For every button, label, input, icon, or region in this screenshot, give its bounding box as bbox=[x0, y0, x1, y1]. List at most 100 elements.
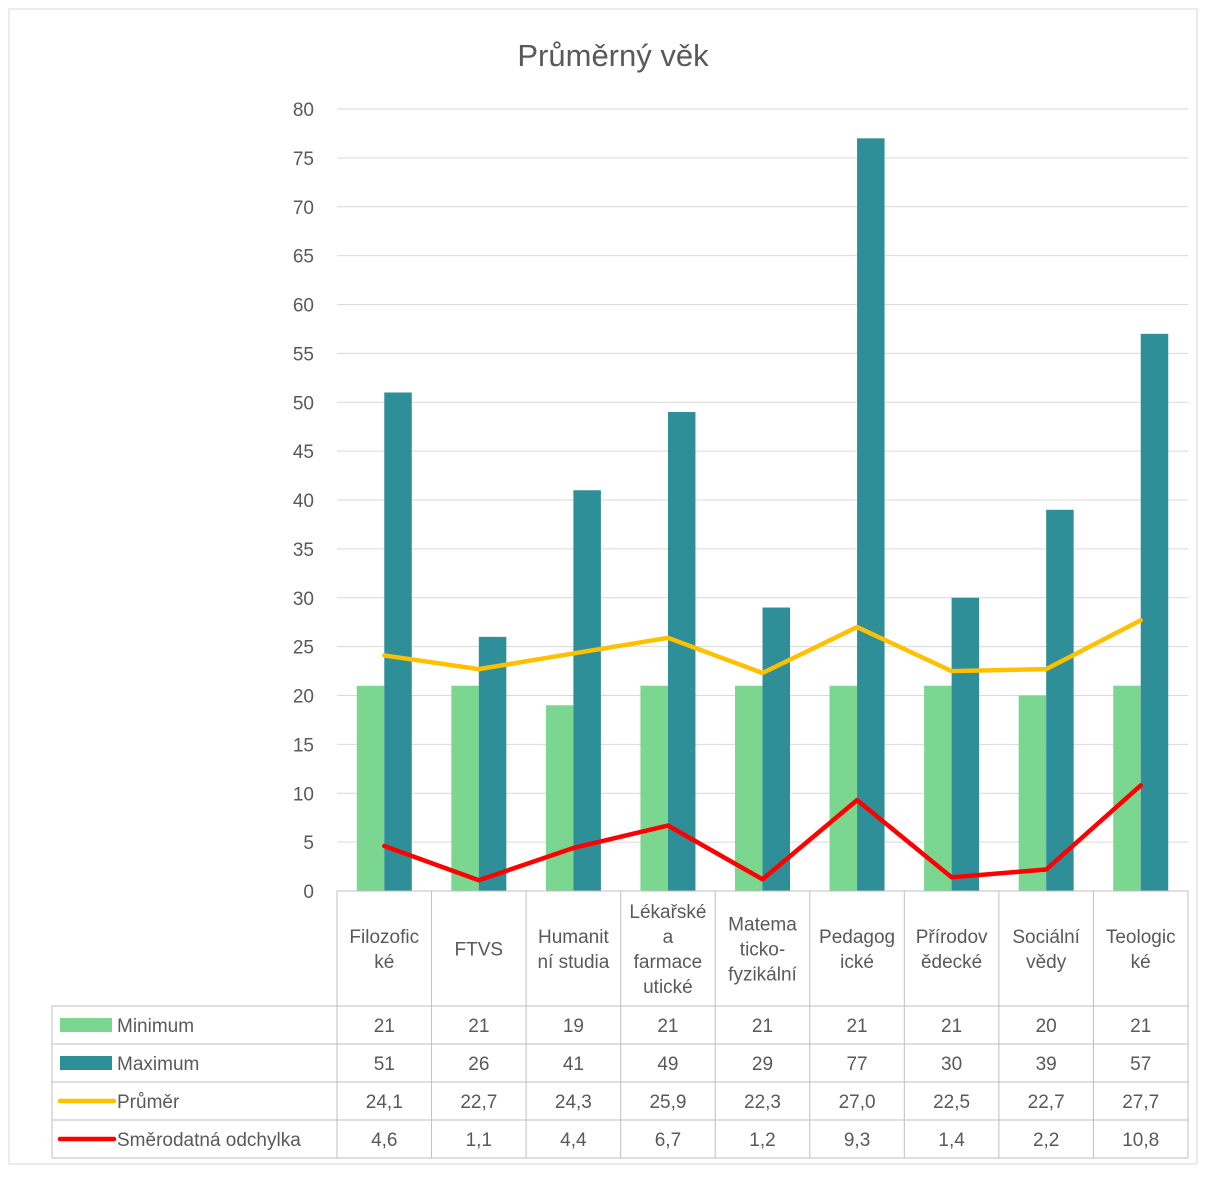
category-label: Sociální bbox=[1012, 927, 1080, 948]
bar-maximum bbox=[667, 412, 696, 891]
category-label: ické bbox=[840, 952, 874, 973]
y-tick-label: 10 bbox=[293, 784, 314, 805]
category-label: ticko- bbox=[740, 940, 785, 961]
data-label: 6,7 bbox=[655, 1130, 681, 1151]
y-tick-label: 70 bbox=[293, 198, 314, 219]
legend-label: Minimum bbox=[117, 1016, 194, 1037]
y-tick-label: 5 bbox=[303, 833, 314, 854]
category-label: ní studia bbox=[537, 952, 609, 973]
data-label: 22,7 bbox=[1028, 1092, 1065, 1113]
bar-maximum bbox=[384, 392, 412, 891]
data-label: 51 bbox=[374, 1054, 395, 1075]
data-label: 4,6 bbox=[371, 1130, 397, 1151]
data-label: 22,5 bbox=[933, 1092, 970, 1113]
data-label: 30 bbox=[941, 1054, 962, 1075]
bar-maximum bbox=[573, 490, 601, 891]
y-tick-label: 50 bbox=[293, 393, 314, 414]
data-label: 19 bbox=[563, 1016, 584, 1037]
category-label: ké bbox=[374, 952, 394, 973]
y-tick-label: 25 bbox=[293, 638, 314, 659]
data-label: 21 bbox=[657, 1016, 678, 1037]
y-tick-label: 20 bbox=[293, 687, 314, 708]
lines bbox=[382, 617, 1143, 883]
category-label: Teologic bbox=[1106, 927, 1176, 948]
legend-label: Maximum bbox=[117, 1054, 199, 1075]
data-label: 77 bbox=[846, 1054, 867, 1075]
data-label: 21 bbox=[468, 1016, 489, 1037]
data-label: 20 bbox=[1036, 1016, 1057, 1037]
category-label: Humanit bbox=[538, 927, 609, 948]
bar-maximum bbox=[857, 138, 885, 891]
category-label: ké bbox=[1131, 952, 1151, 973]
data-label: 21 bbox=[941, 1016, 962, 1037]
data-label: 21 bbox=[752, 1016, 773, 1037]
category-label: vědy bbox=[1026, 952, 1067, 973]
bar-minimum bbox=[451, 685, 479, 891]
data-label: 22,7 bbox=[460, 1092, 497, 1113]
data-label: 2,2 bbox=[1033, 1130, 1059, 1151]
category-label: Filozofic bbox=[349, 927, 419, 948]
chart-title: Průměrný věk bbox=[517, 38, 709, 73]
data-label: 24,3 bbox=[555, 1092, 592, 1113]
y-tick-label: 15 bbox=[293, 735, 314, 756]
bar-minimum bbox=[356, 685, 385, 891]
category-label: fyzikální bbox=[728, 965, 797, 986]
data-label: 21 bbox=[1130, 1016, 1151, 1037]
legend-label: Směrodatná odchylka bbox=[117, 1130, 301, 1151]
bar-minimum bbox=[1018, 695, 1047, 891]
data-label: 29 bbox=[752, 1054, 773, 1075]
data-label: 22,3 bbox=[744, 1092, 781, 1113]
category-label: ědecké bbox=[921, 952, 982, 973]
y-tick-label: 80 bbox=[293, 100, 314, 121]
y-tick-label: 35 bbox=[293, 540, 314, 561]
y-tick-label: 55 bbox=[293, 344, 314, 365]
y-tick-label: 65 bbox=[293, 247, 314, 268]
bar-maximum bbox=[1140, 333, 1169, 891]
category-label: utické bbox=[643, 977, 693, 998]
bar-maximum bbox=[1046, 509, 1074, 891]
data-label: 21 bbox=[846, 1016, 867, 1037]
data-label: 21 bbox=[374, 1016, 395, 1037]
category-label: Matema bbox=[728, 915, 797, 936]
data-label: 27,7 bbox=[1122, 1092, 1159, 1113]
y-tick-label: 40 bbox=[293, 491, 314, 512]
bar-maximum bbox=[762, 607, 790, 891]
legend-key bbox=[60, 1056, 112, 1070]
data-label: 49 bbox=[657, 1054, 678, 1075]
data-label: 10,8 bbox=[1122, 1130, 1159, 1151]
data-label: 9,3 bbox=[844, 1130, 870, 1151]
data-label: 41 bbox=[563, 1054, 584, 1075]
data-label: 1,1 bbox=[466, 1130, 492, 1151]
chart-border bbox=[8, 8, 1198, 1165]
data-table: Filozofic ké FTVS Humanit ní studia Lékařské a… bbox=[51, 890, 1189, 1159]
category-label: farmace bbox=[634, 952, 703, 973]
y-tick-label: 75 bbox=[293, 149, 314, 170]
bars bbox=[356, 138, 1169, 891]
data-label: 39 bbox=[1036, 1054, 1057, 1075]
y-axis-ticks: 0 5 10 15 20 25 30 35 40 45 50 55 60 65 70 75 80 bbox=[293, 100, 314, 903]
data-label: 1,4 bbox=[938, 1130, 965, 1151]
category-label: FTVS bbox=[455, 940, 504, 961]
data-label: 25,9 bbox=[649, 1092, 686, 1113]
data-label: 1,2 bbox=[749, 1130, 775, 1151]
legend-label: Průměr bbox=[117, 1092, 180, 1113]
bar-maximum bbox=[478, 636, 507, 891]
bar-minimum bbox=[829, 685, 858, 891]
category-label: Pedagog bbox=[819, 927, 895, 948]
y-tick-label: 45 bbox=[293, 442, 314, 463]
data-label: 26 bbox=[468, 1054, 489, 1075]
category-label: Přírodov bbox=[916, 927, 988, 948]
bar-minimum bbox=[640, 685, 668, 891]
y-tick-label: 0 bbox=[303, 882, 314, 903]
data-label: 24,1 bbox=[366, 1092, 403, 1113]
category-label: Lékařské bbox=[629, 902, 706, 923]
data-label: 4,4 bbox=[560, 1130, 587, 1151]
bar-minimum bbox=[735, 685, 763, 891]
legend-key bbox=[60, 1018, 112, 1032]
bar-minimum bbox=[545, 705, 574, 891]
bar-maximum bbox=[951, 597, 980, 891]
series-line bbox=[382, 617, 1143, 676]
y-tick-label: 30 bbox=[293, 589, 314, 610]
